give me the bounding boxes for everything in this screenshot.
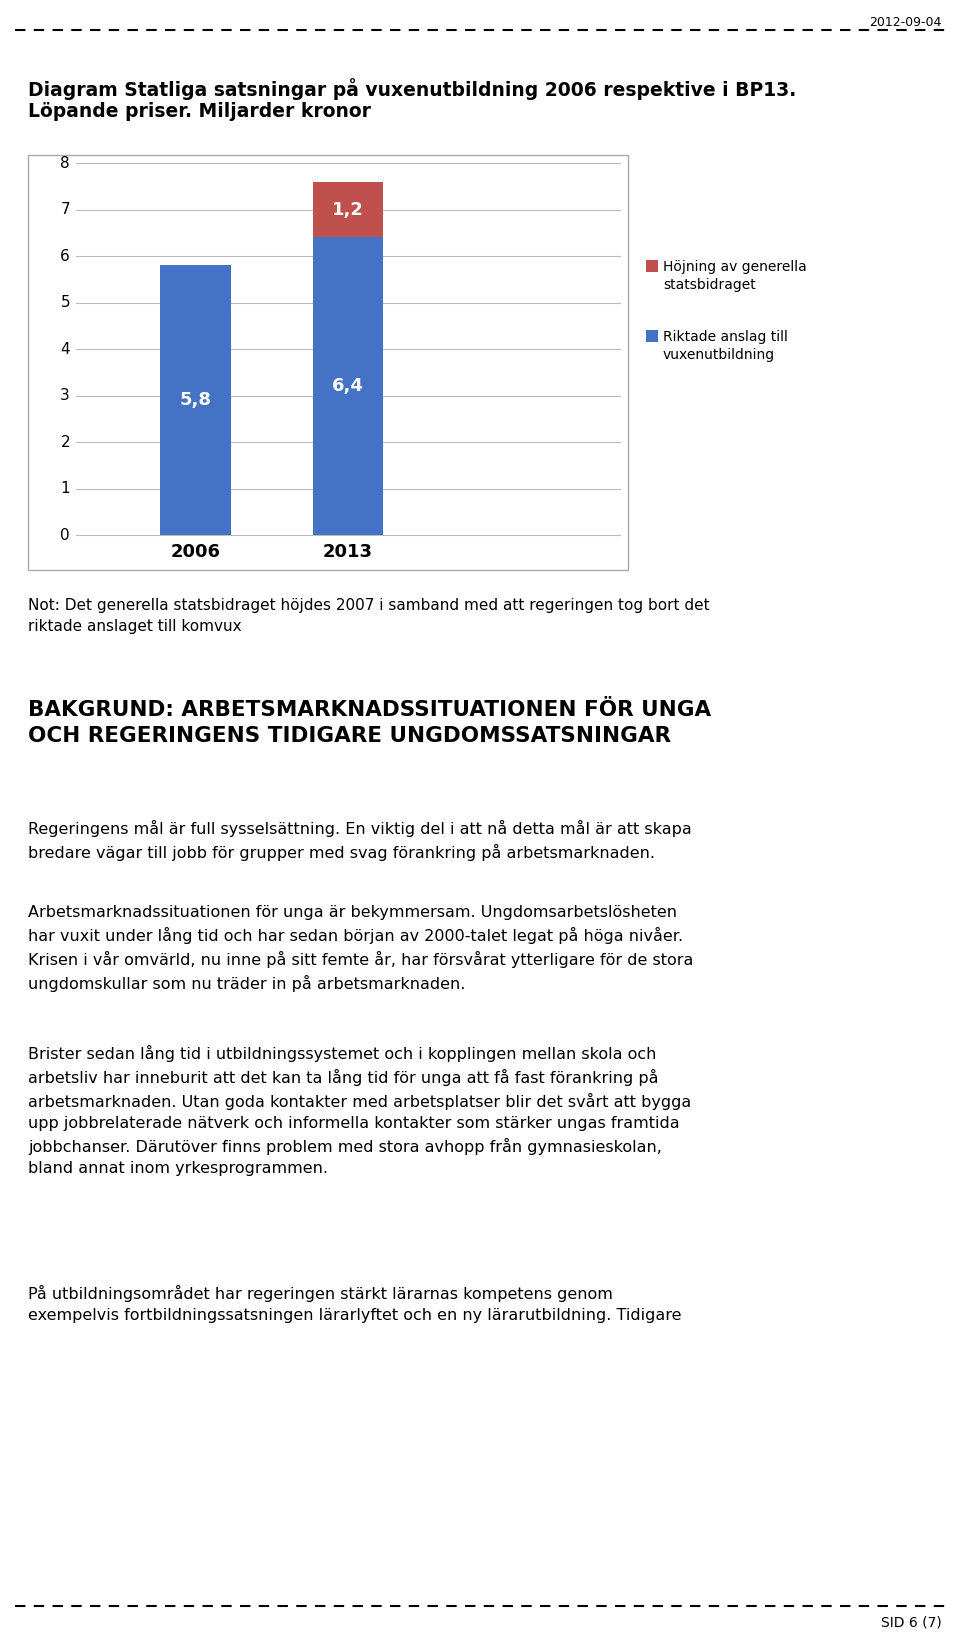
- Text: 2006: 2006: [171, 542, 221, 560]
- Text: 2012-09-04: 2012-09-04: [870, 16, 942, 30]
- Text: På utbildningsområdet har regeringen stärkt lärarnas kompetens genom
exempelvis : På utbildningsområdet har regeringen stä…: [28, 1285, 682, 1323]
- Text: Regeringens mål är full sysselsättning. En viktig del i att nå detta mål är att : Regeringens mål är full sysselsättning. …: [28, 821, 692, 860]
- Bar: [646, 260, 658, 272]
- Text: Brister sedan lång tid i utbildningssystemet och i kopplingen mellan skola och
a: Brister sedan lång tid i utbildningssyst…: [28, 1045, 691, 1177]
- Text: Riktade anslag till
vuxenutbildning: Riktade anslag till vuxenutbildning: [663, 330, 788, 363]
- Text: Not: Det generella statsbidraget höjdes 2007 i samband med att regeringen tog bo: Not: Det generella statsbidraget höjdes …: [28, 598, 709, 634]
- Text: 2013: 2013: [323, 542, 373, 560]
- Bar: [313, 237, 383, 536]
- Text: 1: 1: [60, 481, 70, 496]
- Text: 0: 0: [60, 527, 70, 542]
- Text: 3: 3: [60, 387, 70, 404]
- Bar: [28, 155, 628, 570]
- Text: Löpande priser. Miljarder kronor: Löpande priser. Miljarder kronor: [28, 102, 371, 120]
- Text: 6: 6: [60, 249, 70, 264]
- Text: SID 6 (7): SID 6 (7): [881, 1617, 942, 1630]
- Text: 1,2: 1,2: [332, 201, 364, 219]
- Text: 7: 7: [60, 203, 70, 218]
- Text: 4: 4: [60, 341, 70, 356]
- Text: 5,8: 5,8: [180, 391, 211, 409]
- Text: Höjning av generella
statsbidraget: Höjning av generella statsbidraget: [663, 260, 806, 292]
- Text: 8: 8: [60, 155, 70, 170]
- Bar: [646, 330, 658, 343]
- Text: Diagram Statliga satsningar på vuxenutbildning 2006 respektive i BP13.: Diagram Statliga satsningar på vuxenutbi…: [28, 77, 796, 101]
- Text: 5: 5: [60, 295, 70, 310]
- Bar: [313, 181, 383, 237]
- Text: BAKGRUND: ARBETSMARKNADSSITUATIONEN FÖR UNGA
OCH REGERINGENS TIDIGARE UNGDOMSSAT: BAKGRUND: ARBETSMARKNADSSITUATIONEN FÖR …: [28, 700, 711, 745]
- Text: 6,4: 6,4: [332, 377, 364, 396]
- Text: 2: 2: [60, 435, 70, 450]
- Bar: [160, 265, 231, 536]
- Text: Arbetsmarknadssituationen för unga är bekymmersam. Ungdomsarbetslösheten
har vux: Arbetsmarknadssituationen för unga är be…: [28, 905, 693, 992]
